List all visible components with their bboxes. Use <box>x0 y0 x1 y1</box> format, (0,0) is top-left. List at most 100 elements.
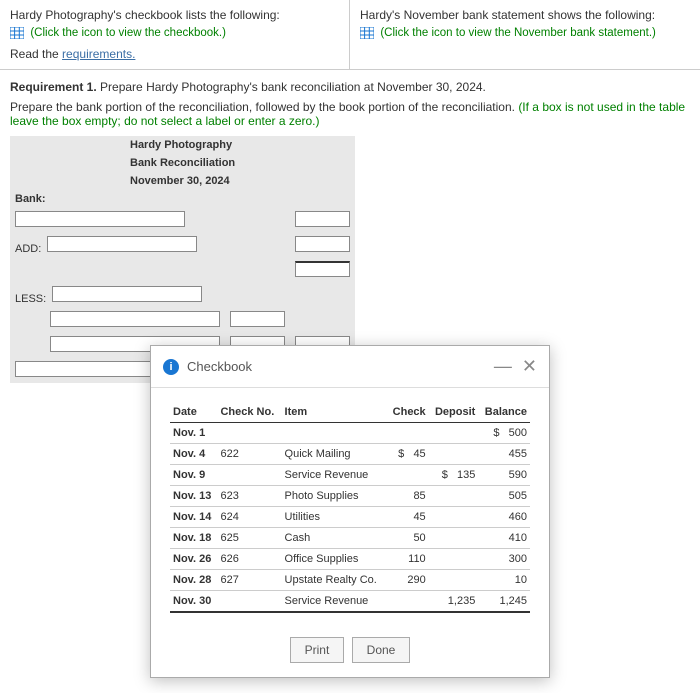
th-checkno: Check No. <box>217 402 281 423</box>
cell-item: Upstate Realty Co. <box>282 570 387 591</box>
cell-check: 85 <box>387 486 429 507</box>
table-row: Nov. 28 627Upstate Realty Co.290 10 <box>170 570 530 591</box>
recon-title-2: Bank Reconciliation <box>10 154 355 172</box>
cell-balance: 410 <box>478 528 530 549</box>
cell-date: Nov. 4 <box>173 448 205 460</box>
cell-checkno <box>217 591 281 613</box>
cell-date: Nov. 14 <box>173 511 211 523</box>
view-statement-link[interactable]: (Click the icon to view the November ban… <box>380 27 656 39</box>
done-button[interactable]: Done <box>352 637 411 663</box>
cell-item: Office Supplies <box>282 549 387 570</box>
cell-balance: 455 <box>478 444 530 465</box>
cell-deposit <box>429 549 479 570</box>
minimize-icon[interactable]: — <box>494 356 512 377</box>
cell-date: Nov. 26 <box>173 553 211 565</box>
modal-header: i Checkbook — ✕ <box>151 346 549 388</box>
recon-title-1: Hardy Photography <box>10 136 355 154</box>
cell-check <box>387 465 429 486</box>
cell-checkno <box>217 465 281 486</box>
recon-title-3: November 30, 2024 <box>10 172 355 190</box>
cell-balance: 505 <box>478 486 530 507</box>
top-left-panel: Hardy Photography's checkbook lists the … <box>0 0 350 69</box>
cell-balance: $ 500 <box>478 423 530 444</box>
cell-date: Nov. 1 <box>173 427 205 439</box>
cell-date: Nov. 13 <box>173 490 211 502</box>
table-row: Nov. 13 623Photo Supplies85 505 <box>170 486 530 507</box>
cell-item: Utilities <box>282 507 387 528</box>
top-section: Hardy Photography's checkbook lists the … <box>0 0 700 70</box>
cell-date: Nov. 18 <box>173 532 211 544</box>
info-icon: i <box>163 359 179 375</box>
table-row: Nov. 1 $ 500 <box>170 423 530 444</box>
requirements-link[interactable]: requirements. <box>62 47 135 61</box>
cell-check: 110 <box>387 549 429 570</box>
cell-deposit <box>429 423 479 444</box>
cell-balance: 10 <box>478 570 530 591</box>
cell-balance: 300 <box>478 549 530 570</box>
add-amount-input[interactable] <box>295 236 350 252</box>
cell-checkno: 623 <box>217 486 281 507</box>
read-the-label: Read the <box>10 47 62 61</box>
cell-checkno: 626 <box>217 549 281 570</box>
cell-deposit: $ 135 <box>429 465 479 486</box>
grid-icon[interactable] <box>360 27 374 39</box>
bank-amount-input[interactable] <box>295 211 350 227</box>
checkbook-intro: Hardy Photography's checkbook lists the … <box>10 8 339 22</box>
cell-item: Cash <box>282 528 387 549</box>
cell-balance: 460 <box>478 507 530 528</box>
bank-label: Bank: <box>15 193 46 205</box>
table-row: Nov. 4622Quick Mailing$ 45455 <box>170 444 530 465</box>
cell-date: Nov. 30 <box>173 595 211 607</box>
cell-item: Service Revenue <box>282 591 387 613</box>
cell-checkno: 624 <box>217 507 281 528</box>
grid-icon[interactable] <box>10 27 24 39</box>
cell-check: 290 <box>387 570 429 591</box>
table-row: Nov. 14624Utilities45460 <box>170 507 530 528</box>
th-date: Date <box>170 402 217 423</box>
less-desc-input[interactable] <box>52 286 202 302</box>
modal-footer: Print Done <box>151 623 549 677</box>
cell-deposit <box>429 528 479 549</box>
cell-item: Photo Supplies <box>282 486 387 507</box>
add-label: ADD: <box>15 243 41 255</box>
checkbook-modal: i Checkbook — ✕ Date Check No. Item Chec… <box>150 345 550 678</box>
cell-check: 50 <box>387 528 429 549</box>
th-deposit: Deposit <box>429 402 479 423</box>
table-row: Nov. 26 626Office Supplies110 300 <box>170 549 530 570</box>
top-right-panel: Hardy's November bank statement shows th… <box>350 0 700 69</box>
cell-balance: 1,245 <box>478 591 530 613</box>
statement-intro: Hardy's November bank statement shows th… <box>360 8 690 22</box>
cell-checkno: 625 <box>217 528 281 549</box>
th-check: Check <box>387 402 429 423</box>
cell-balance: 590 <box>478 465 530 486</box>
less-item1-input[interactable] <box>50 311 220 327</box>
less-label: LESS: <box>15 293 46 305</box>
table-row: Nov. 9 Service Revenue $ 135590 <box>170 465 530 486</box>
th-balance: Balance <box>478 402 530 423</box>
subtotal-input[interactable] <box>295 261 350 277</box>
cell-deposit <box>429 570 479 591</box>
close-icon[interactable]: ✕ <box>522 356 537 377</box>
less-amt1-input[interactable] <box>230 311 285 327</box>
cell-date: Nov. 28 <box>173 574 211 586</box>
print-button[interactable]: Print <box>290 637 345 663</box>
table-row: Nov. 30 Service Revenue 1,2351,245 <box>170 591 530 613</box>
bank-desc-input[interactable] <box>15 211 185 227</box>
cell-deposit <box>429 444 479 465</box>
cell-deposit <box>429 486 479 507</box>
cell-deposit <box>429 507 479 528</box>
cell-item: Service Revenue <box>282 465 387 486</box>
requirement-sub-a: Prepare the bank portion of the reconcil… <box>10 100 518 114</box>
cell-check <box>387 423 429 444</box>
view-checkbook-link[interactable]: (Click the icon to view the checkbook.) <box>30 27 226 39</box>
th-item: Item <box>282 402 387 423</box>
checkbook-table: Date Check No. Item Check Deposit Balanc… <box>170 402 530 613</box>
cell-deposit: 1,235 <box>429 591 479 613</box>
add-desc-input[interactable] <box>47 236 197 252</box>
cell-item: Quick Mailing <box>282 444 387 465</box>
cell-date: Nov. 9 <box>173 469 205 481</box>
requirement-text: Prepare Hardy Photography's bank reconci… <box>97 80 486 94</box>
cell-item <box>282 423 387 444</box>
cell-check <box>387 591 429 613</box>
cell-checkno: 627 <box>217 570 281 591</box>
